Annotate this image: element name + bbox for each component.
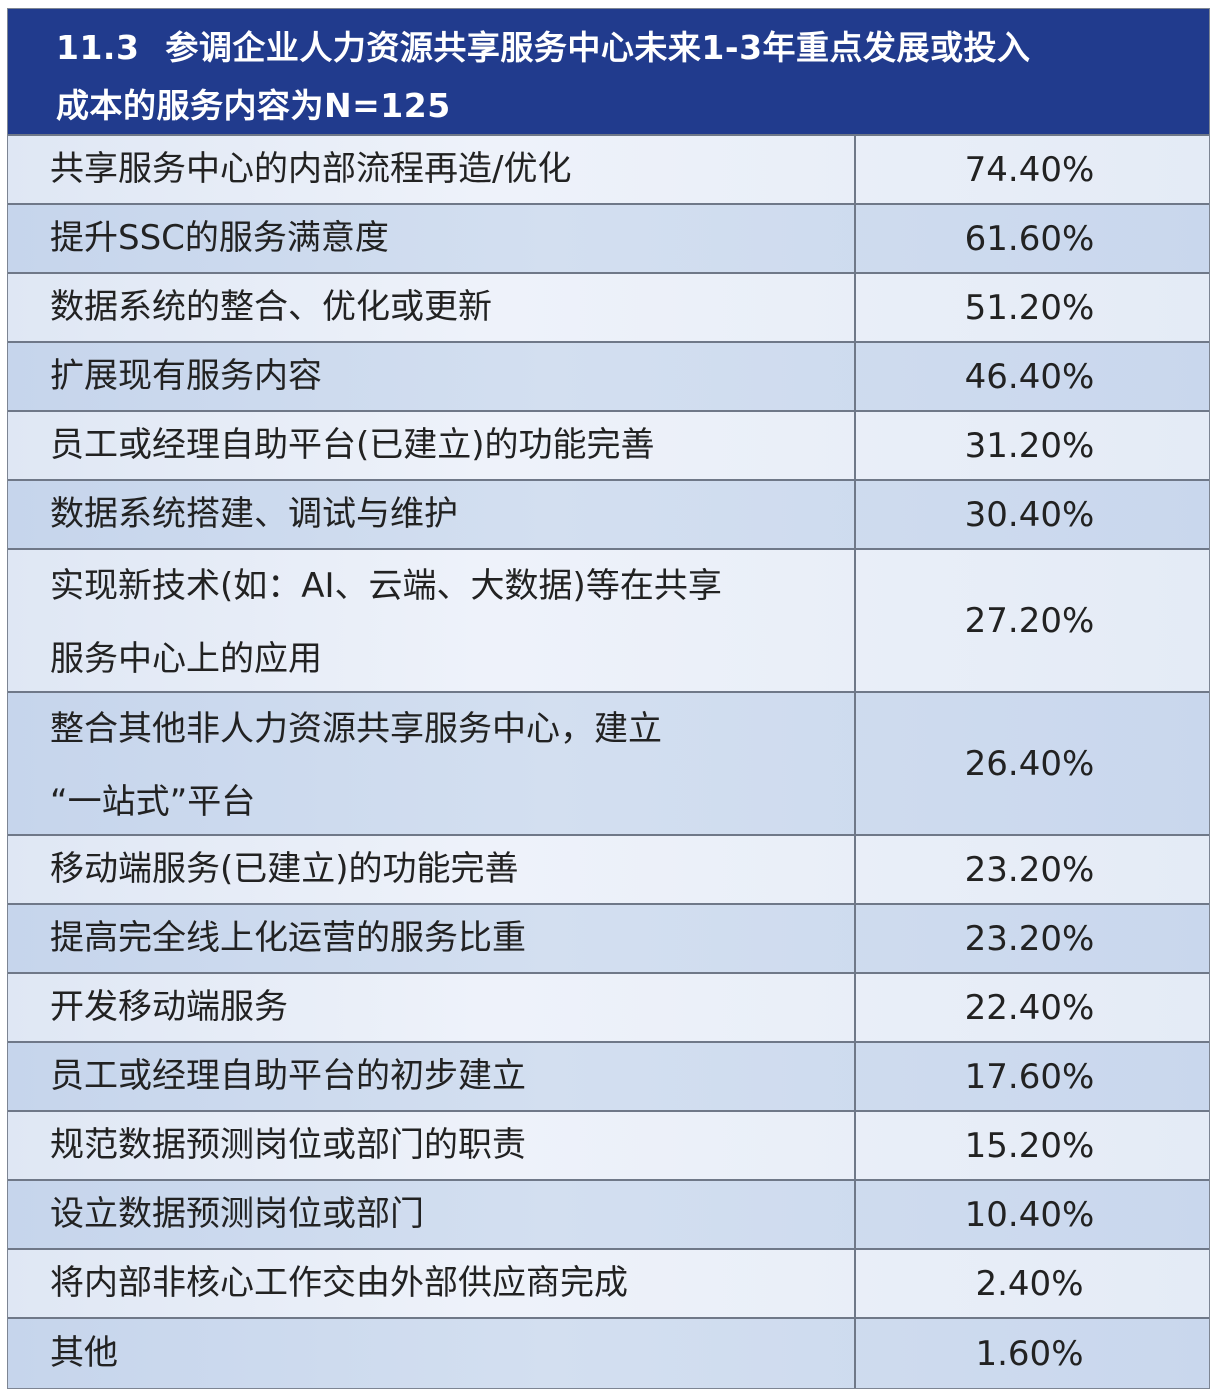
row-value: 2.40% <box>975 1263 1084 1304</box>
table-row: 整合其他非人力资源共享服务中心，建立 “一站式”平台 26.40% <box>8 693 1209 836</box>
row-label: 员工或经理自助平台的初步建立 <box>8 1043 856 1110</box>
row-label-line1: 整合其他非人力资源共享服务中心，建立 <box>50 709 662 749</box>
table-row: 提升SSC的服务满意度 61.60% <box>8 205 1209 274</box>
row-value: 23.20% <box>964 849 1095 890</box>
row-value: 26.40% <box>964 743 1095 784</box>
row-value: 10.40% <box>964 1194 1095 1235</box>
row-label: 实现新技术(如：AI、云端、大数据)等在共享 服务中心上的应用 <box>8 550 856 691</box>
row-label: 共享服务中心的内部流程再造/优化 <box>8 136 856 203</box>
row-label: 开发移动端服务 <box>8 974 856 1041</box>
table-row: 员工或经理自助平台的初步建立 17.60% <box>8 1043 1209 1112</box>
row-label: 提升SSC的服务满意度 <box>8 205 856 272</box>
row-label: 提高完全线上化运营的服务比重 <box>8 905 856 972</box>
row-label: 移动端服务(已建立)的功能完善 <box>8 836 856 903</box>
row-label: 规范数据预测岗位或部门的职责 <box>8 1112 856 1179</box>
row-value: 1.60% <box>975 1333 1084 1374</box>
table-row: 扩展现有服务内容 46.40% <box>8 343 1209 412</box>
row-label-line2: “一站式”平台 <box>50 782 256 822</box>
row-label: 设立数据预测岗位或部门 <box>8 1181 856 1248</box>
row-value: 51.20% <box>964 287 1095 328</box>
table-row: 设立数据预测岗位或部门 10.40% <box>8 1181 1209 1250</box>
table-row: 数据系统搭建、调试与维护 30.40% <box>8 481 1209 550</box>
row-label: 数据系统搭建、调试与维护 <box>8 481 856 548</box>
table-row: 将内部非核心工作交由外部供应商完成 2.40% <box>8 1250 1209 1319</box>
row-label: 员工或经理自助平台(已建立)的功能完善 <box>8 412 856 479</box>
row-value: 27.20% <box>964 600 1095 641</box>
table-title: 参调企业人力资源共享服务中心未来1-3年重点发展或投入 <box>165 28 1031 67</box>
row-label: 整合其他非人力资源共享服务中心，建立 “一站式”平台 <box>8 693 856 834</box>
table-row: 移动端服务(已建立)的功能完善 23.20% <box>8 836 1209 905</box>
row-value: 30.40% <box>964 494 1095 535</box>
row-value: 15.20% <box>964 1125 1095 1166</box>
row-value: 61.60% <box>964 218 1095 259</box>
row-label: 将内部非核心工作交由外部供应商完成 <box>8 1250 856 1317</box>
table-row: 提高完全线上化运营的服务比重 23.20% <box>8 905 1209 974</box>
row-value: 23.20% <box>964 918 1095 959</box>
table-row: 实现新技术(如：AI、云端、大数据)等在共享 服务中心上的应用 27.20% <box>8 550 1209 693</box>
table-row: 共享服务中心的内部流程再造/优化 74.40% <box>8 136 1209 205</box>
table-row: 规范数据预测岗位或部门的职责 15.20% <box>8 1112 1209 1181</box>
table-row: 数据系统的整合、优化或更新 51.20% <box>8 274 1209 343</box>
table-row: 开发移动端服务 22.40% <box>8 974 1209 1043</box>
table-title-line1: 11.3 参调企业人力资源共享服务中心未来1-3年重点发展或投入 <box>56 19 1209 77</box>
row-value: 74.40% <box>964 149 1095 190</box>
table-row: 员工或经理自助平台(已建立)的功能完善 31.20% <box>8 412 1209 481</box>
row-value: 22.40% <box>964 987 1095 1028</box>
row-label: 扩展现有服务内容 <box>8 343 856 410</box>
table-header: 11.3 参调企业人力资源共享服务中心未来1-3年重点发展或投入 成本的服务内容为… <box>8 9 1209 136</box>
table-row: 其他 1.60% <box>8 1319 1209 1388</box>
row-label-line2: 服务中心上的应用 <box>50 639 322 679</box>
row-value: 17.60% <box>964 1056 1095 1097</box>
row-value: 31.20% <box>964 425 1095 466</box>
survey-table: 11.3 参调企业人力资源共享服务中心未来1-3年重点发展或投入 成本的服务内容为… <box>7 8 1210 1389</box>
row-label: 其他 <box>8 1319 856 1388</box>
row-value: 46.40% <box>964 356 1095 397</box>
row-label-line1: 实现新技术(如：AI、云端、大数据)等在共享 <box>50 566 722 606</box>
table-number: 11.3 <box>56 28 140 67</box>
table-title-line2: 成本的服务内容为N=125 <box>56 86 451 125</box>
row-label: 数据系统的整合、优化或更新 <box>8 274 856 341</box>
